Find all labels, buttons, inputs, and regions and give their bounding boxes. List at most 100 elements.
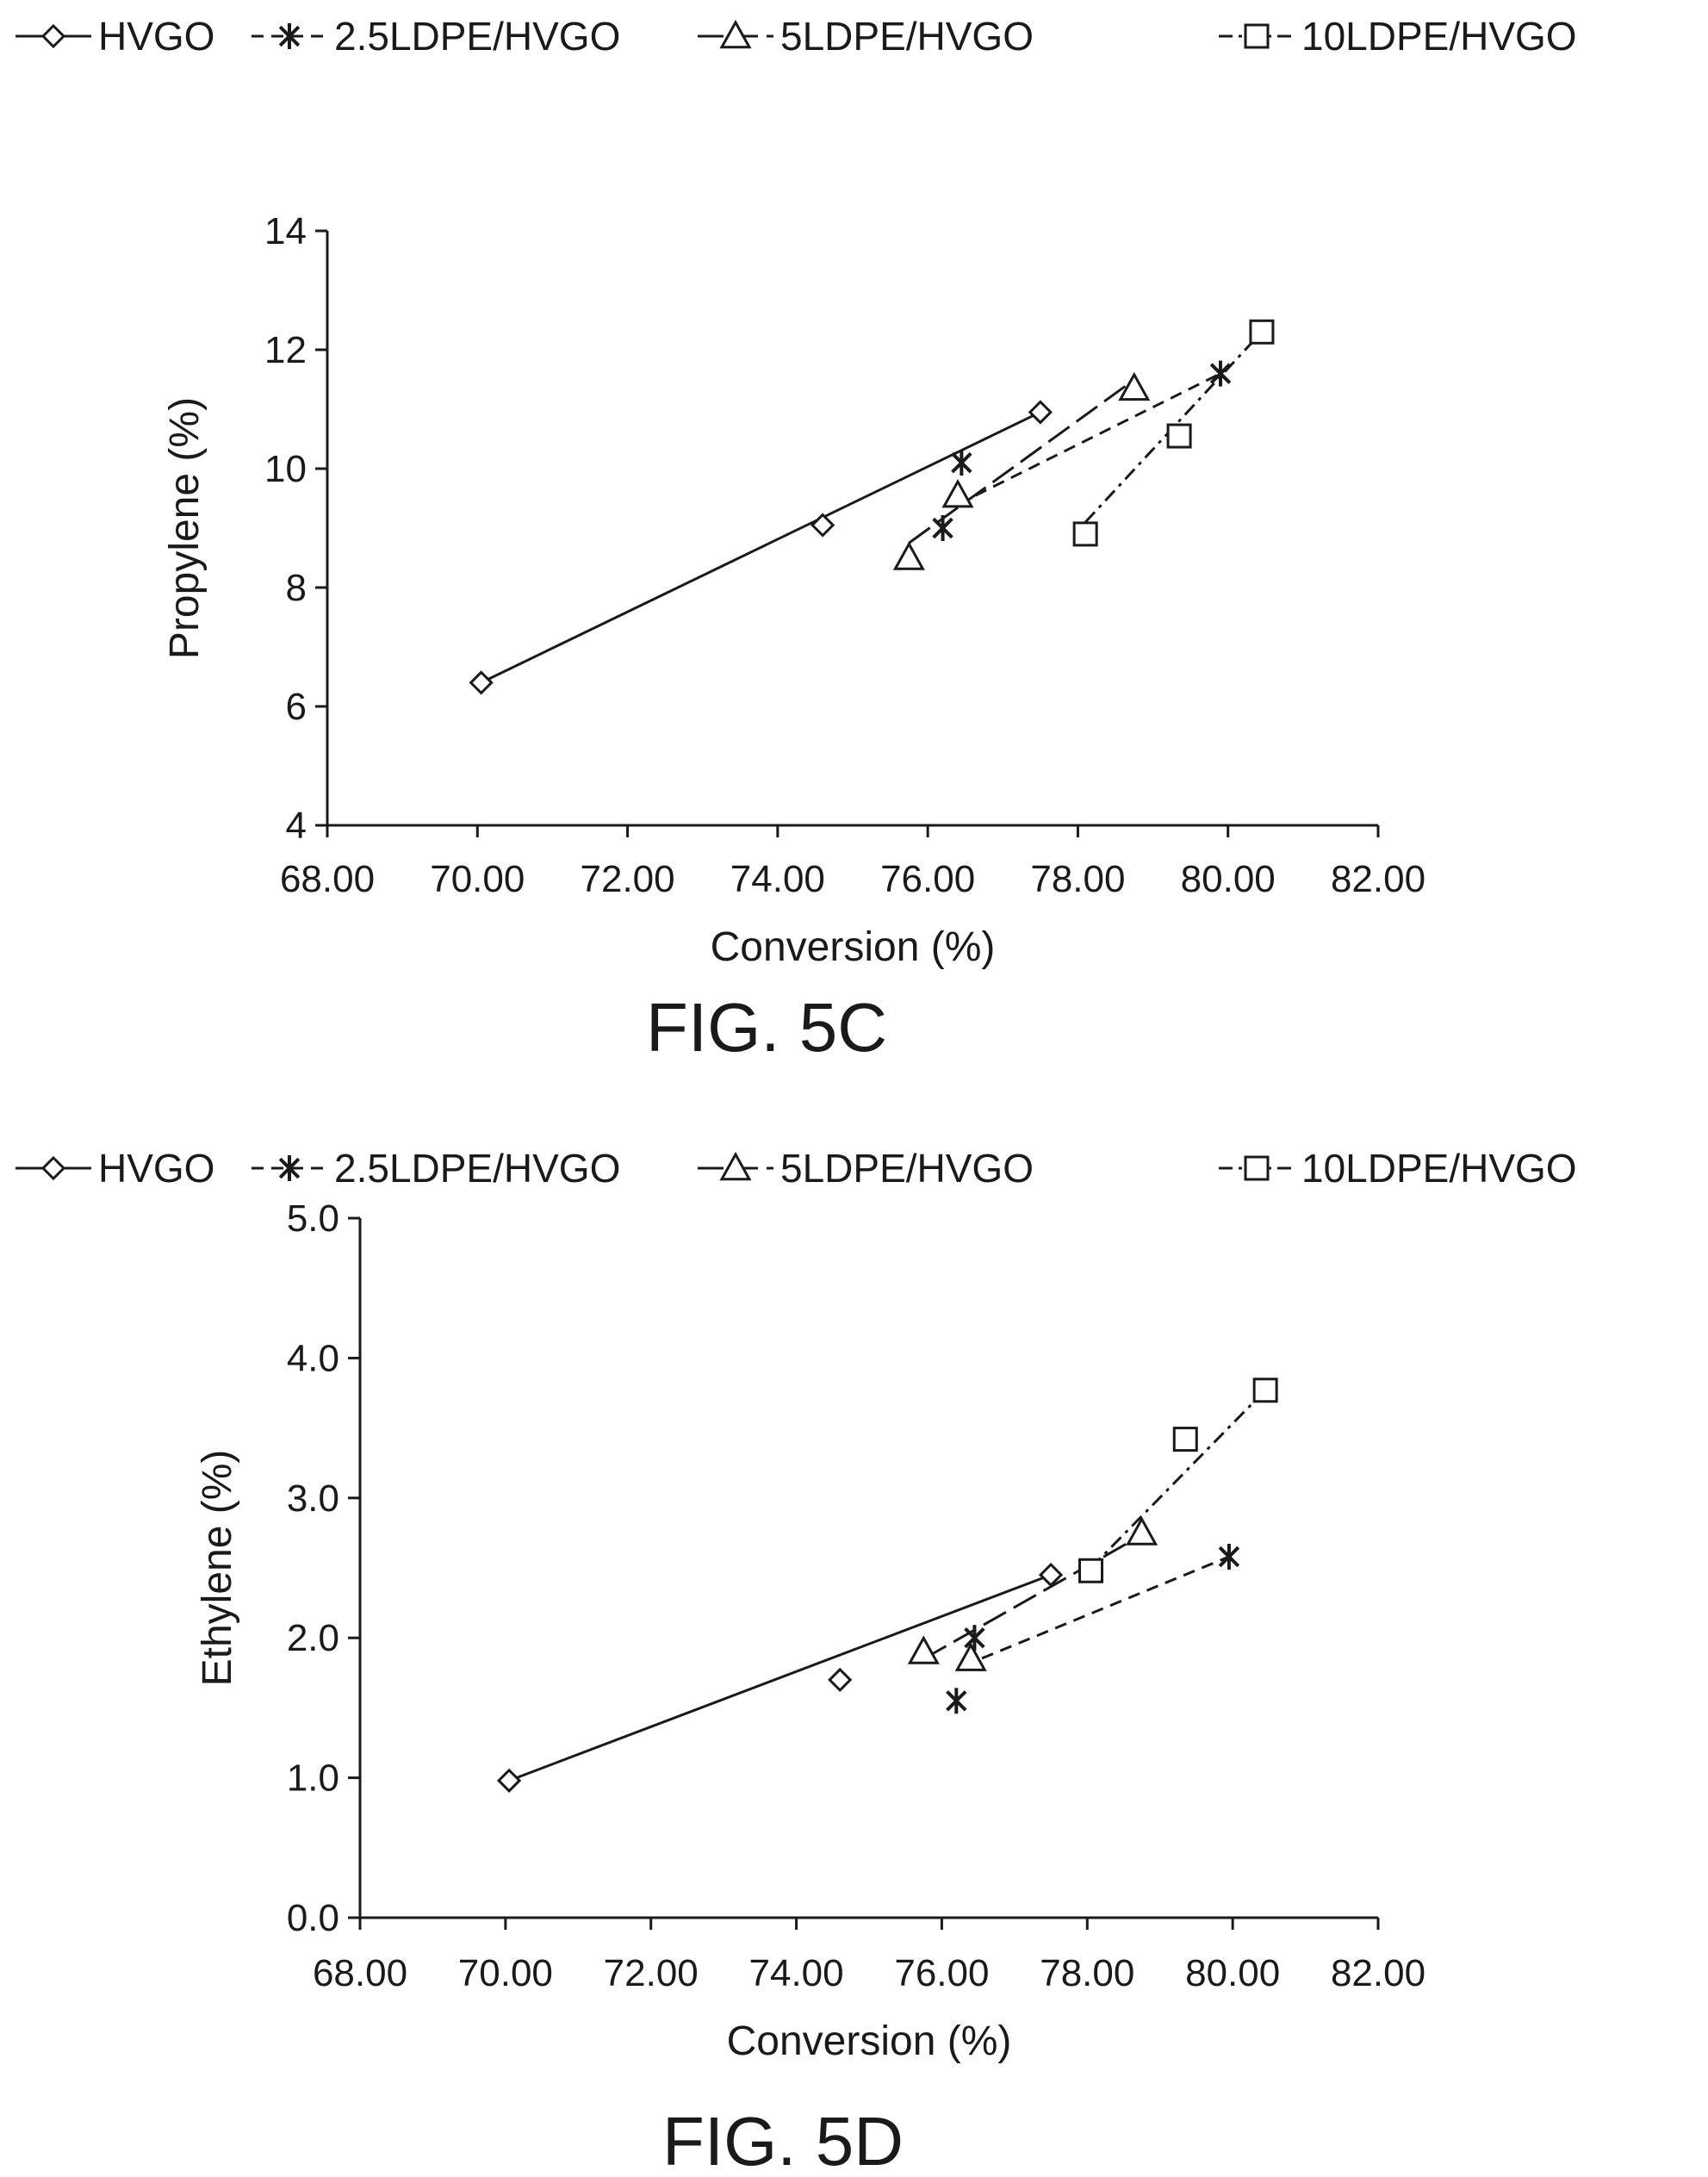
- data-point-10ldpe-hvgo: [1249, 319, 1275, 345]
- data-point-5ldpe-hvgo-shape: [1118, 371, 1151, 401]
- x-tick-label: 80.00: [1181, 858, 1276, 900]
- data-point-2-5ldpe-hvgo: [932, 515, 953, 541]
- legend-label-10ldpe-hvgo: 10LDPE/HVGO: [1301, 14, 1577, 59]
- legend-5c: HVGO 2.5LDPE/HVGO 5LDPE/HVGO 10LDPE/HVGO: [16, 14, 1577, 59]
- x-tick-label: 78.00: [1040, 1952, 1134, 1994]
- data-point-10ldpe-hvgo-shape: [1166, 423, 1192, 449]
- legend-item-5ldpe-hvgo: 5LDPE/HVGO: [698, 14, 1034, 59]
- legend-5d: HVGO 2.5LDPE/HVGO 5LDPE/HVGO 10LDPE/HVGO: [16, 1146, 1577, 1191]
- series-10ldpe-hvgo: [1078, 1378, 1278, 1583]
- series-10ldpe-hvgo: [1072, 319, 1275, 547]
- legend-marker-5ldpe-hvgo: [719, 1151, 752, 1181]
- legend-marker-hvgo-shape: [40, 1155, 66, 1181]
- x-axis-title: Conversion (%): [711, 924, 996, 970]
- y-tick-label: 14: [264, 210, 307, 252]
- data-point-2-5ldpe-hvgo-stroke-d2: [1218, 1546, 1240, 1568]
- data-point-5ldpe-hvgo-shape: [941, 478, 974, 508]
- x-tick-label: 72.00: [604, 1952, 699, 1994]
- series-2-5ldpe-hvgo: [946, 1544, 1240, 1714]
- data-point-10ldpe-hvgo-shape: [1072, 521, 1098, 547]
- y-tick-label: 1.0: [287, 1757, 339, 1800]
- data-point-hvgo-shape: [1028, 400, 1053, 425]
- data-point-5ldpe-hvgo: [1118, 371, 1151, 401]
- legend-label-10ldpe-hvgo: 10LDPE/HVGO: [1301, 1146, 1577, 1191]
- x-tick-label: 74.00: [749, 1952, 844, 1994]
- data-point-hvgo: [469, 670, 494, 695]
- x-tick-label: 78.00: [1030, 858, 1125, 900]
- data-point-2-5ldpe-hvgo-stroke-d2: [1209, 363, 1232, 384]
- data-point-10ldpe-hvgo-shape: [1078, 1558, 1104, 1583]
- legend-marker-hvgo: [40, 23, 66, 49]
- data-point-10ldpe-hvgo: [1252, 1378, 1278, 1403]
- y-tick-label: 0.0: [287, 1897, 339, 1939]
- legend-label-5ldpe-hvgo: 5LDPE/HVGO: [780, 14, 1034, 59]
- data-point-hvgo-shape: [496, 1768, 522, 1793]
- legend-label-2-5ldpe-hvgo: 2.5LDPE/HVGO: [334, 1146, 620, 1191]
- data-point-2-5ldpe-hvgo-stroke-d2: [951, 451, 972, 474]
- data-point-5ldpe-hvgo: [907, 1635, 940, 1664]
- trendline-10ldpe-hvgo: [1090, 1389, 1267, 1570]
- chart-5c: 4 6 8 10 12 14 68.00 70.00 72.00 74.00 76.00 78.00 8…: [162, 210, 1425, 1066]
- legend-marker-2-5ldpe-hvgo-stroke-d2: [278, 1157, 301, 1179]
- legend-marker-10ldpe-hvgo-shape: [1244, 1155, 1270, 1181]
- data-point-5ldpe-hvgo: [892, 541, 925, 570]
- y-tick-label: 3.0: [287, 1477, 339, 1520]
- y-tick-label: 10: [264, 448, 307, 490]
- figure-label: FIG. 5C: [646, 989, 887, 1066]
- trendline-2-5ldpe-hvgo: [957, 372, 1221, 506]
- series-2-5ldpe-hvgo: [932, 360, 1232, 541]
- y-axis-title: Propylene (%): [162, 397, 208, 659]
- legend-label-5ldpe-hvgo: 5LDPE/HVGO: [780, 1146, 1034, 1191]
- data-point-5ldpe-hvgo-shape: [907, 1635, 940, 1664]
- x-tick-label: 72.00: [581, 858, 675, 900]
- data-point-hvgo-shape: [811, 513, 835, 538]
- series-hvgo: [469, 400, 1053, 695]
- legend-item-hvgo: HVGO: [16, 1146, 214, 1191]
- trendline-hvgo: [508, 1573, 1052, 1782]
- data-point-5ldpe-hvgo-shape: [954, 1642, 987, 1671]
- legend-marker-hvgo-shape: [40, 23, 66, 49]
- trendline-5ldpe-hvgo: [922, 1535, 1140, 1660]
- data-point-10ldpe-hvgo: [1072, 521, 1098, 547]
- x-axis-title: Conversion (%): [727, 2018, 1012, 2064]
- y-axis-title: Ethylene (%): [195, 1450, 240, 1687]
- data-point-10ldpe-hvgo-shape: [1249, 319, 1275, 345]
- legend-marker-5ldpe-hvgo-shape: [719, 19, 752, 49]
- data-point-hvgo: [496, 1768, 522, 1793]
- data-point-10ldpe-hvgo: [1172, 1427, 1198, 1452]
- y-tick-label: 4.0: [287, 1337, 339, 1379]
- data-point-10ldpe-hvgo-shape: [1252, 1378, 1278, 1403]
- x-tick-label: 68.00: [280, 858, 375, 900]
- data-point-hvgo-shape: [828, 1667, 853, 1693]
- trendline-5ldpe-hvgo: [908, 381, 1132, 544]
- legend-item-hvgo: HVGO: [16, 14, 214, 59]
- y-tick-label: 4: [286, 805, 307, 847]
- x-tick-label: 70.00: [430, 858, 525, 900]
- legend-marker-5ldpe-hvgo-shape: [719, 1151, 752, 1181]
- legend-marker-hvgo: [40, 1155, 66, 1181]
- data-point-10ldpe-hvgo: [1166, 423, 1192, 449]
- data-point-5ldpe-hvgo: [954, 1642, 987, 1671]
- legend-marker-2-5ldpe-hvgo: [278, 1155, 301, 1181]
- legend-item-2-5ldpe-hvgo: 2.5LDPE/HVGO: [252, 14, 620, 59]
- legend-marker-10ldpe-hvgo: [1244, 23, 1270, 49]
- data-point-2-5ldpe-hvgo: [1218, 1544, 1240, 1571]
- data-point-2-5ldpe-hvgo: [946, 1688, 967, 1714]
- x-tick-label: 82.00: [1331, 1952, 1425, 1994]
- data-point-hvgo-shape: [1038, 1562, 1064, 1588]
- legend-item-10ldpe-hvgo: 10LDPE/HVGO: [1219, 1146, 1577, 1191]
- x-tick-label: 70.00: [458, 1952, 553, 1994]
- series-5ldpe-hvgo: [892, 371, 1151, 570]
- legend-marker-2-5ldpe-hvgo-stroke-d2: [278, 25, 301, 47]
- data-point-2-5ldpe-hvgo-stroke-d2: [964, 1627, 985, 1649]
- legend-label-hvgo: HVGO: [98, 14, 214, 59]
- legend-marker-10ldpe-hvgo-shape: [1244, 23, 1270, 49]
- x-tick-label: 76.00: [880, 858, 975, 900]
- data-point-2-5ldpe-hvgo-stroke-d2: [946, 1690, 967, 1712]
- legend-label-2-5ldpe-hvgo: 2.5LDPE/HVGO: [334, 14, 620, 59]
- y-tick-label: 5.0: [287, 1197, 339, 1240]
- data-point-10ldpe-hvgo: [1078, 1558, 1104, 1583]
- x-tick-label: 68.00: [313, 1952, 407, 1994]
- legend-item-5ldpe-hvgo: 5LDPE/HVGO: [698, 1146, 1034, 1191]
